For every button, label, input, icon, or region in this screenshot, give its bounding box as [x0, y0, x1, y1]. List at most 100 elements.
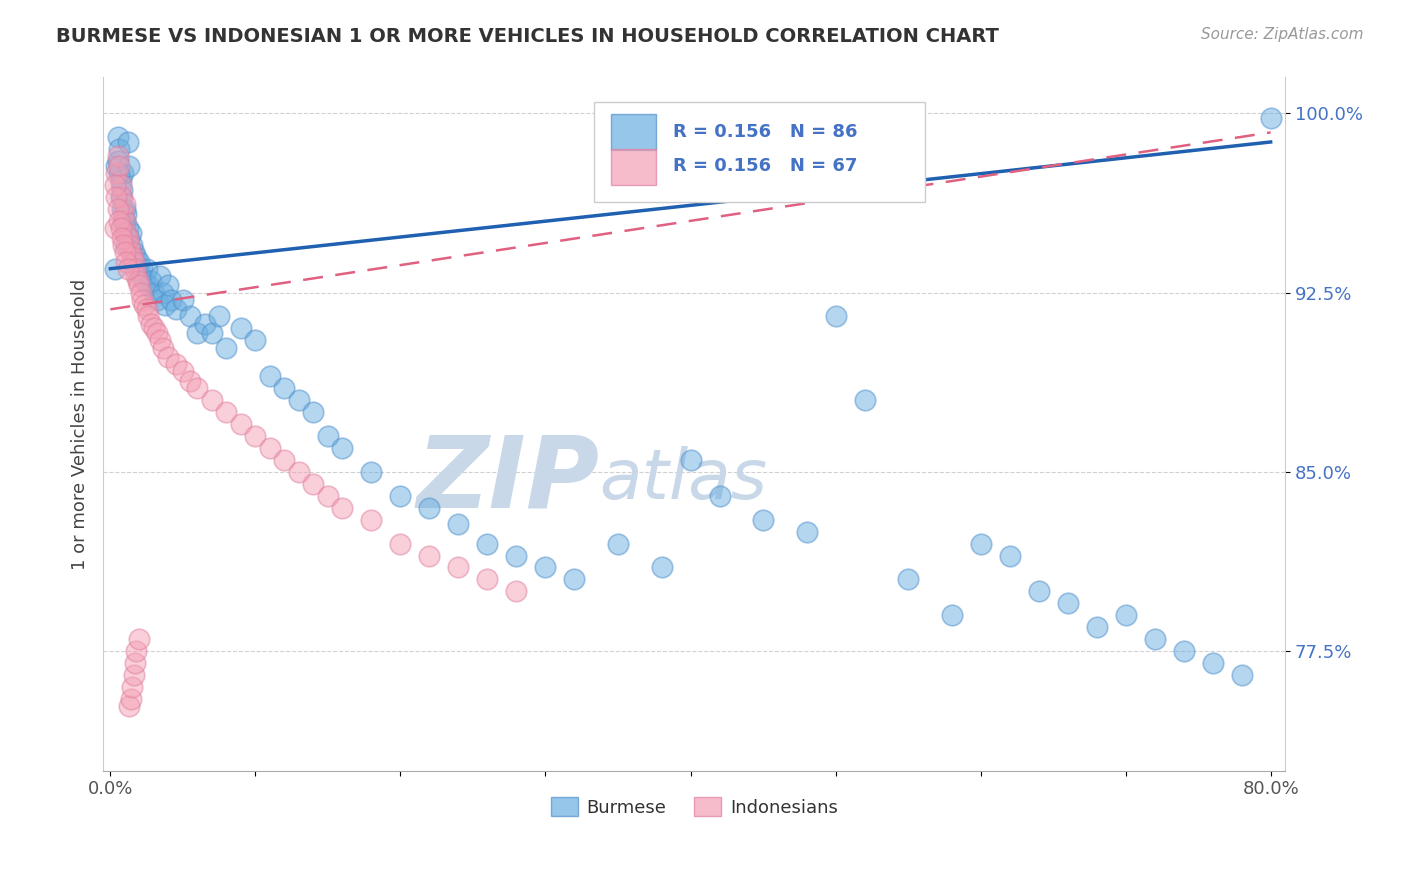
Point: [149, 268, 172, 283]
Point: [107, 154, 129, 169]
Point: [135, 302, 157, 317]
Point: [115, 226, 138, 240]
Point: [259, 369, 281, 384]
Point: [752, 513, 775, 527]
Point: [288, 465, 311, 479]
Point: [129, 268, 152, 283]
Point: [1230, 668, 1253, 682]
Point: [132, 274, 155, 288]
Point: [129, 285, 152, 300]
Point: [125, 268, 148, 283]
Point: [332, 441, 354, 455]
Point: [112, 214, 135, 228]
Point: [107, 130, 129, 145]
Point: [118, 699, 141, 714]
Point: [505, 549, 527, 563]
Point: [104, 261, 127, 276]
Point: [172, 293, 194, 307]
Point: [160, 293, 183, 307]
Point: [135, 261, 157, 276]
Point: [132, 297, 155, 311]
Point: [1201, 656, 1223, 670]
Text: atlas: atlas: [599, 446, 768, 513]
Point: [108, 166, 131, 180]
Point: [107, 202, 129, 216]
Point: [127, 261, 149, 276]
Point: [131, 293, 153, 307]
Point: [332, 500, 354, 515]
Point: [118, 230, 141, 244]
Point: [114, 214, 136, 228]
Point: [853, 393, 876, 408]
Point: [288, 393, 311, 408]
Point: [201, 393, 224, 408]
Point: [157, 350, 180, 364]
Point: [105, 190, 128, 204]
Point: [709, 489, 731, 503]
Point: [1028, 584, 1050, 599]
Point: [796, 524, 818, 539]
Point: [477, 573, 499, 587]
Point: [117, 230, 139, 244]
Point: [115, 254, 138, 268]
Point: [1173, 644, 1195, 658]
Point: [125, 644, 148, 658]
Point: [139, 274, 162, 288]
Point: [229, 417, 252, 431]
Point: [111, 230, 134, 244]
Point: [969, 536, 991, 550]
Point: [127, 274, 149, 288]
Point: [273, 453, 295, 467]
Point: [1056, 596, 1078, 610]
Point: [1260, 111, 1282, 125]
Point: [124, 261, 146, 276]
Point: [1143, 632, 1166, 647]
Point: [152, 285, 174, 300]
Point: [259, 441, 281, 455]
Point: [157, 278, 180, 293]
Point: [142, 321, 165, 335]
Point: [998, 549, 1021, 563]
Bar: [612, 149, 657, 185]
Point: [128, 278, 150, 293]
Point: [108, 142, 131, 156]
Point: [139, 317, 162, 331]
Point: [208, 310, 231, 324]
Point: [418, 549, 440, 563]
Point: [107, 149, 129, 163]
Point: [1115, 608, 1137, 623]
Point: [186, 381, 208, 395]
Point: [128, 254, 150, 268]
Point: [118, 237, 141, 252]
Point: [120, 692, 142, 706]
Point: [142, 285, 165, 300]
Point: [165, 302, 187, 317]
Point: [114, 226, 136, 240]
Point: [146, 293, 169, 307]
Point: [229, 321, 252, 335]
Point: [136, 278, 159, 293]
Point: [418, 500, 440, 515]
Point: [824, 310, 846, 324]
Point: [111, 183, 134, 197]
Point: [122, 668, 145, 682]
Point: [110, 178, 132, 192]
Point: [110, 221, 132, 235]
Point: [117, 261, 139, 276]
Point: [104, 221, 127, 235]
Point: [120, 226, 142, 240]
Point: [360, 465, 382, 479]
Point: [110, 173, 132, 187]
Point: [110, 190, 132, 204]
Bar: [612, 114, 657, 150]
Point: [128, 632, 150, 647]
Point: [152, 341, 174, 355]
Point: [302, 405, 325, 419]
Point: [505, 584, 527, 599]
Point: [112, 237, 135, 252]
Point: [108, 159, 131, 173]
Point: [125, 250, 148, 264]
Point: [155, 297, 177, 311]
Point: [215, 405, 238, 419]
Point: [273, 381, 295, 395]
